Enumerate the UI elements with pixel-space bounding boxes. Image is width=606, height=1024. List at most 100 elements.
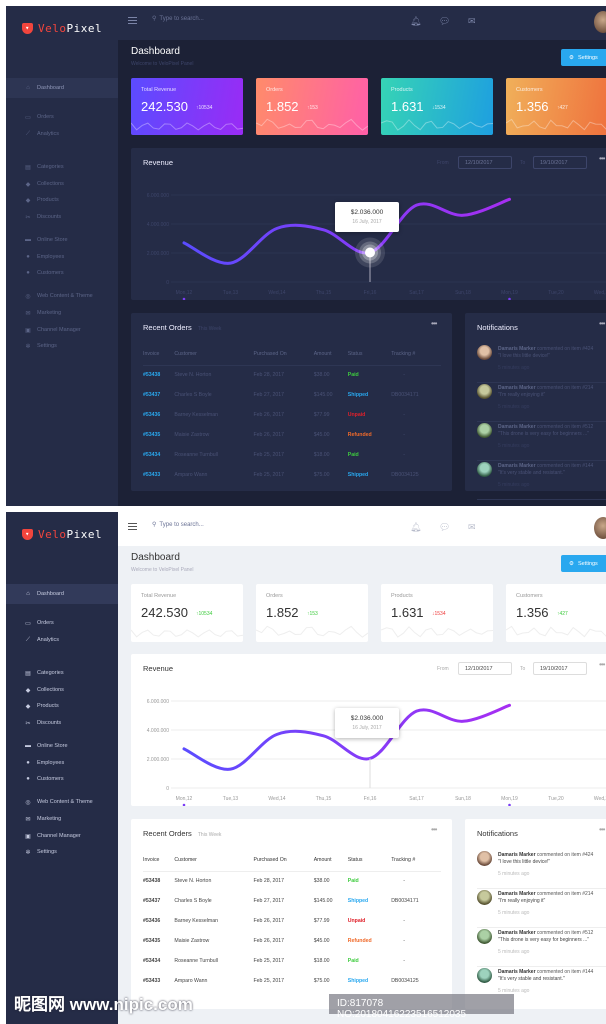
more-options-icon[interactable]: •••: [431, 319, 437, 328]
from-date-input[interactable]: 12/10/2017: [458, 662, 512, 675]
user-avatar[interactable]: [594, 11, 606, 33]
invoice-link[interactable]: #53438: [143, 878, 161, 885]
more-options-icon[interactable]: •••: [599, 660, 605, 669]
bell-icon[interactable]: 🔔︎: [410, 522, 422, 532]
notification-item[interactable]: Damaris Marker commented on item #144 "It…: [477, 462, 606, 500]
notification-text: Damaris Marker commented on item #512: [498, 930, 593, 936]
logo[interactable]: ▾ VeloPixel: [22, 528, 102, 541]
hamburger-menu-icon[interactable]: [128, 17, 137, 24]
sidebar-item-channel-manager[interactable]: ▣ Channel Manager: [6, 828, 118, 844]
search-input[interactable]: ⚲ Type to search...: [152, 521, 204, 529]
sidebar-item-marketing[interactable]: ✉ Marketing: [6, 305, 118, 321]
invoice-link[interactable]: #53435: [143, 432, 161, 438]
chat-icon[interactable]: 💬︎: [439, 16, 451, 26]
notification-item[interactable]: Damaris Marker commented on item #512 "Th…: [477, 929, 606, 967]
column-header: Tracking #: [391, 849, 441, 872]
invoice-link[interactable]: #53434: [143, 958, 161, 964]
customer-cell: Barney Kesselman: [174, 918, 218, 924]
commenter-name: Damaris Marker: [498, 346, 536, 352]
more-options-icon[interactable]: •••: [431, 825, 437, 834]
gear-icon: ⚙: [569, 54, 574, 61]
sidebar-item-employees[interactable]: ● Employees: [6, 249, 118, 265]
mail-icon[interactable]: ✉: [468, 522, 476, 532]
logo[interactable]: ▾ VeloPixel: [22, 22, 102, 35]
x-marker-dot: [508, 297, 511, 300]
sidebar-item-orders[interactable]: ▭ Orders: [6, 615, 118, 631]
sidebar-item-categories[interactable]: ▤ Categories: [6, 159, 118, 175]
notification-item[interactable]: Damaris Marker commented on item #144 "It…: [477, 968, 606, 1006]
invoice-link[interactable]: #53435: [143, 938, 161, 944]
notification-item[interactable]: Damaris Marker commented on item #512 "Th…: [477, 423, 606, 461]
invoice-link[interactable]: #53433: [143, 978, 161, 984]
x-tick-label: Mon,12: [176, 796, 193, 802]
sidebar-item-employees[interactable]: ● Employees: [6, 755, 118, 771]
invoice-link[interactable]: #53436: [143, 918, 161, 924]
from-date-input[interactable]: 12/10/2017: [458, 156, 512, 169]
more-options-icon[interactable]: •••: [599, 319, 605, 328]
sidebar-item-products[interactable]: ◆ Products: [6, 192, 118, 208]
invoice-link[interactable]: #53438: [143, 372, 161, 379]
invoice-link[interactable]: #53437: [143, 898, 161, 904]
sidebar-item-dashboard[interactable]: ⌂ Dashboard: [6, 78, 118, 98]
sidebar-item-orders[interactable]: ▭ Orders: [6, 109, 118, 125]
more-options-icon[interactable]: •••: [599, 825, 605, 834]
user-avatar[interactable]: [594, 517, 606, 539]
sidebar-item-label: Online Store: [37, 237, 68, 243]
sidebar-item-analytics[interactable]: ⟋ Analytics: [6, 126, 118, 142]
notification-item[interactable]: Damaris Marker commented on item #214 "I'…: [477, 384, 606, 422]
notification-item[interactable]: Damaris Marker commented on item #424 "I …: [477, 851, 606, 889]
sidebar-item-online-store[interactable]: ▬ Online Store: [6, 232, 118, 248]
sidebar-item-categories[interactable]: ▤ Categories: [6, 665, 118, 681]
customer-cell: Steve N. Horton: [174, 878, 212, 885]
sidebar-item-collections[interactable]: ◆ Collections: [6, 176, 118, 192]
chat-icon[interactable]: 💬︎: [439, 522, 451, 532]
sidebar-item-analytics[interactable]: ⟋ Analytics: [6, 632, 118, 648]
sidebar-item-settings[interactable]: ✲ Settings: [6, 844, 118, 860]
sidebar-item-customers[interactable]: ● Customers: [6, 771, 118, 787]
to-date-input[interactable]: 19/10/2017: [533, 662, 587, 675]
invoice-link[interactable]: #53436: [143, 412, 161, 418]
notification-item[interactable]: Damaris Marker commented on item #424 "I …: [477, 345, 606, 383]
invoice-link[interactable]: #53437: [143, 392, 161, 398]
arrow-down-icon: ↓: [432, 611, 435, 617]
sidebar-item-discounts[interactable]: ✂ Discounts: [6, 209, 118, 225]
sidebar-item-web-content-theme[interactable]: ◎ Web Content & Theme: [6, 794, 118, 810]
settings-button[interactable]: ⚙ Settings: [561, 49, 606, 66]
sidebar-item-marketing[interactable]: ✉ Marketing: [6, 811, 118, 827]
watermark-id: ID:817078 NO:20180416223516512035: [329, 994, 514, 1020]
tracking-cell: -: [403, 452, 405, 458]
sidebar-item-products[interactable]: ◆ Products: [6, 698, 118, 714]
invoice-link[interactable]: #53434: [143, 452, 161, 458]
arrow-up-icon: ↑: [196, 611, 199, 617]
mail-icon[interactable]: ✉: [468, 16, 476, 26]
sidebar-item-channel-manager[interactable]: ▣ Channel Manager: [6, 322, 118, 338]
sidebar: ▾ VeloPixel ⌂ Dashboard ▭ Orders ⟋ Analytics ▤…: [6, 512, 118, 1024]
commenter-name: Damaris Marker: [498, 852, 536, 858]
sidebar-icon: ▣: [25, 327, 31, 334]
sidebar-item-discounts[interactable]: ✂ Discounts: [6, 715, 118, 731]
x-marker-dot: [508, 803, 511, 806]
sidebar-icon: ✲: [25, 343, 31, 350]
sidebar-icon: ⌂: [26, 591, 30, 597]
sidebar-item-label: Orders: [37, 114, 54, 120]
sidebar-item-collections[interactable]: ◆ Collections: [6, 682, 118, 698]
sidebar-item-customers[interactable]: ● Customers: [6, 265, 118, 281]
sidebar-item-online-store[interactable]: ▬ Online Store: [6, 738, 118, 754]
sidebar-item-settings[interactable]: ✲ Settings: [6, 338, 118, 354]
invoice-link[interactable]: #53433: [143, 472, 161, 478]
bell-icon[interactable]: 🔔︎: [410, 16, 422, 26]
to-date-input[interactable]: 19/10/2017: [533, 156, 587, 169]
amount-cell: $145.00: [313, 898, 333, 904]
hamburger-menu-icon[interactable]: [128, 523, 137, 530]
highlight-point[interactable]: [365, 247, 375, 258]
sidebar-item-web-content-theme[interactable]: ◎ Web Content & Theme: [6, 288, 118, 304]
notification-item[interactable]: Damaris Marker commented on item #214 "I'…: [477, 890, 606, 928]
search-input[interactable]: ⚲ Type to search...: [152, 15, 204, 23]
sidebar-item-dashboard[interactable]: ⌂ Dashboard: [6, 584, 118, 604]
notification-quote: "I'm really enjoying it": [498, 392, 546, 398]
stat-trend: ↑10534: [196, 611, 212, 617]
x-tick-label: Mon,12: [176, 290, 193, 296]
settings-button[interactable]: ⚙ Settings: [561, 555, 606, 572]
more-options-icon[interactable]: •••: [599, 154, 605, 163]
sidebar-item-label: Marketing: [37, 816, 62, 822]
